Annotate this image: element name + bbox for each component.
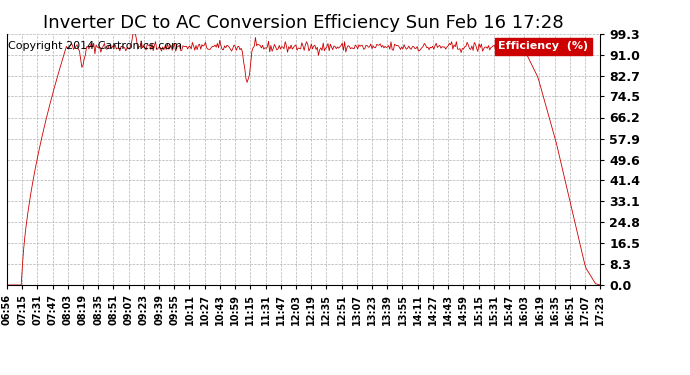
Title: Inverter DC to AC Conversion Efficiency Sun Feb 16 17:28: Inverter DC to AC Conversion Efficiency … [43,14,564,32]
Text: Efficiency  (%): Efficiency (%) [498,41,589,51]
Text: Copyright 2014 Cartronics.com: Copyright 2014 Cartronics.com [8,41,182,51]
